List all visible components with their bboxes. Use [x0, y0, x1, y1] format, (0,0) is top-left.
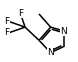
Text: N: N: [60, 26, 67, 36]
Text: F: F: [4, 28, 10, 37]
Text: F: F: [4, 17, 10, 26]
Text: N: N: [47, 48, 54, 57]
Text: F: F: [18, 9, 23, 18]
